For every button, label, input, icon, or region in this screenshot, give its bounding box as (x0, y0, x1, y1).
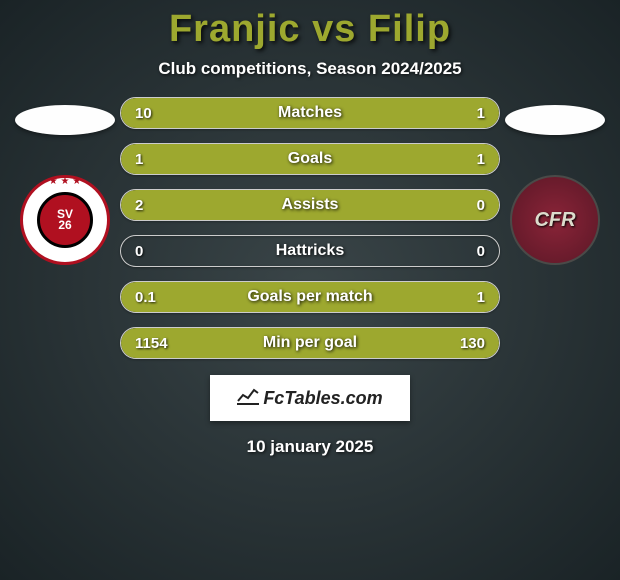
brand-badge: FcTables.com (210, 375, 410, 421)
stat-bar: 101Matches (120, 97, 500, 129)
stat-bar: 1154130Min per goal (120, 327, 500, 359)
comparison-title: Franjic vs Filip (0, 0, 620, 51)
right-club-short: CFR (534, 209, 575, 232)
stat-bar: 11Goals (120, 143, 500, 175)
footer-date: 10 january 2025 (0, 437, 620, 457)
stat-bar: 0.11Goals per match (120, 281, 500, 313)
bar-label: Goals per match (121, 288, 499, 306)
stat-bar: 20Assists (120, 189, 500, 221)
left-club-badge: SV 26 (37, 192, 93, 248)
left-side: ★ ★ ★ SV 26 (10, 97, 120, 359)
right-club-logo: CFR (510, 175, 600, 265)
bar-label: Min per goal (121, 334, 499, 352)
comparison-subtitle: Club competitions, Season 2024/2025 (0, 59, 620, 79)
brand-text: FcTables.com (263, 388, 382, 409)
chart-icon (237, 387, 259, 410)
right-player-photo (505, 105, 605, 135)
left-club-logo: ★ ★ ★ SV 26 (20, 175, 110, 265)
left-player-photo (15, 105, 115, 135)
bar-label: Assists (121, 196, 499, 214)
right-side: CFR (500, 97, 610, 359)
stat-bars: 101Matches 11Goals 20Assists 00Hattricks 0.1… (120, 97, 500, 359)
stars-icon: ★ ★ ★ (23, 176, 107, 187)
bar-label: Goals (121, 150, 499, 168)
stat-bar: 00Hattricks (120, 235, 500, 267)
left-club-num: 26 (58, 220, 71, 231)
comparison-main: ★ ★ ★ SV 26 101Matches 11Goals 20Assists 00… (0, 97, 620, 359)
bar-label: Matches (121, 104, 499, 122)
bar-label: Hattricks (121, 242, 499, 260)
